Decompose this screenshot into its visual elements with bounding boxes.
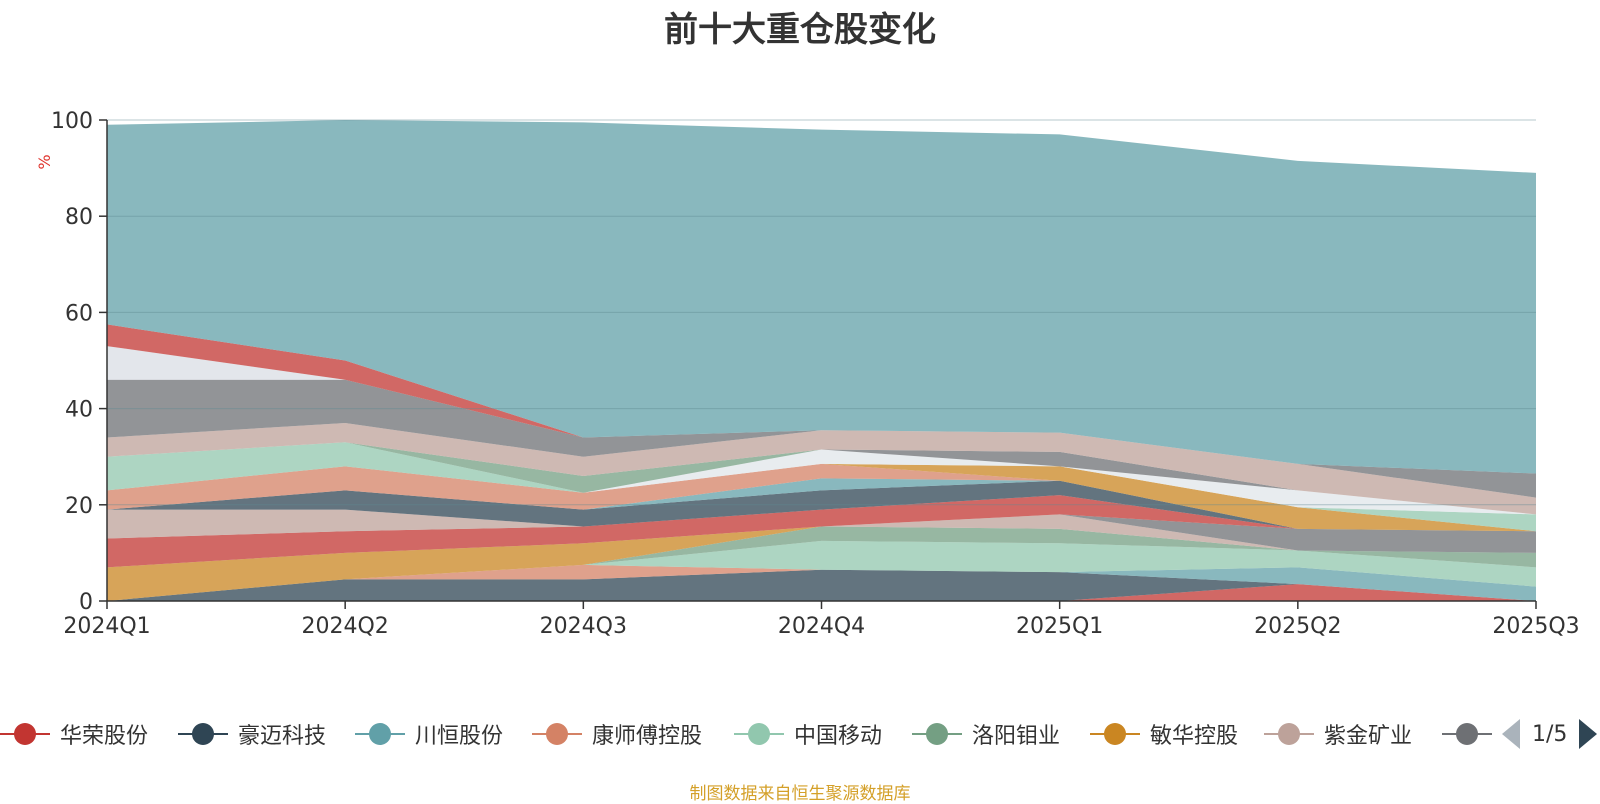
legend-label: 紫金矿业 [1324, 724, 1413, 749]
x-tick-label: 2024Q1 [63, 614, 150, 639]
y-tick-label: 80 [65, 205, 93, 230]
legend-item[interactable]: 敏华控股 [1090, 716, 1238, 752]
y-tick-label: 20 [65, 494, 93, 519]
area-series-21 [107, 379, 1536, 498]
legend-label: 敏华控股 [1150, 724, 1239, 749]
legend-label: 中国移动 [794, 724, 883, 749]
pager-next-icon[interactable] [1579, 719, 1598, 749]
area-series-10 [107, 495, 1536, 568]
legend-item[interactable]: 康师傅控股 [532, 716, 702, 752]
legend-marker-icon [1264, 716, 1314, 752]
y-tick-label: 100 [51, 109, 93, 134]
legend: 华荣股份 豪迈科技 川恒股份 康师傅控股 中国移动 洛阳钼业 敏华控股 紫金矿业 [0, 716, 1600, 752]
area-series-2 [107, 569, 1536, 601]
axes: 0 20 40 60 80 100 2024Q1 2024Q2 2024Q3 2024Q4 2025… [35, 109, 1580, 639]
x-tick-label: 2024Q2 [302, 614, 389, 639]
legend-label: 华荣股份 [60, 724, 149, 749]
legend-label: 川恒股份 [415, 724, 504, 749]
area-series-12 [107, 480, 1536, 532]
area-series-17 [107, 442, 1536, 515]
legend-marker-icon [1442, 716, 1492, 752]
legend-item[interactable]: 洛阳钼业 [912, 716, 1060, 752]
pager-page-indicator: 1/5 [1532, 721, 1568, 747]
legend-item[interactable]: 紫金矿业 [1264, 716, 1412, 752]
y-tick-label: 0 [79, 590, 93, 615]
area-series-11 [107, 495, 1536, 539]
legend-label: 豪迈科技 [238, 724, 327, 749]
area-series-4 [107, 564, 1536, 601]
pager-prev-icon[interactable] [1502, 719, 1520, 749]
legend-item[interactable]: 川恒股份 [355, 716, 503, 752]
area-series-3 [107, 567, 1536, 601]
data-source-note: 制图数据来自恒生聚源数据库 [689, 784, 911, 804]
legend-marker-icon [532, 716, 582, 752]
area-series-5 [107, 540, 1536, 601]
legend-item[interactable] [1442, 716, 1492, 752]
legend-marker-icon [178, 716, 228, 752]
area-series-13 [107, 478, 1536, 532]
area-series-15 [107, 463, 1536, 532]
grid-lines [107, 119, 1536, 506]
legend-label: 康师傅控股 [592, 724, 703, 749]
area-series-16 [107, 442, 1536, 532]
x-tick-label: 2025Q3 [1492, 614, 1579, 639]
area-series-24 [107, 120, 1536, 474]
legend-label: 洛阳钼业 [972, 724, 1061, 749]
legend-pager: 1/5 [1502, 716, 1598, 752]
legend-marker-icon [734, 716, 784, 752]
area-series-7 [107, 526, 1536, 601]
area-series-1 [107, 584, 1536, 601]
y-tick-label: 60 [65, 301, 93, 326]
area-series-18 [107, 442, 1536, 515]
x-tick-label: 2025Q2 [1254, 614, 1341, 639]
x-tick-label: 2024Q4 [778, 614, 865, 639]
x-tick-label: 2025Q1 [1016, 614, 1103, 639]
legend-marker-icon [0, 716, 50, 752]
legend-marker-icon [912, 716, 962, 752]
y-tick-label: 40 [65, 398, 93, 423]
legend-item[interactable]: 华荣股份 [0, 716, 148, 752]
area-series-9 [107, 514, 1536, 568]
legend-item[interactable]: 中国移动 [734, 716, 882, 752]
area-series [107, 120, 1536, 601]
legend-item[interactable]: 豪迈科技 [178, 716, 326, 752]
legend-marker-icon [1090, 716, 1140, 752]
area-series-6 [107, 526, 1536, 601]
chart-title: 前十大重仓股变化 [664, 10, 936, 50]
legend-marker-icon [355, 716, 405, 752]
y-axis-label: % [35, 154, 54, 169]
area-series-14 [107, 463, 1536, 532]
area-series-20 [107, 423, 1536, 515]
x-tick-label: 2024Q3 [540, 614, 627, 639]
